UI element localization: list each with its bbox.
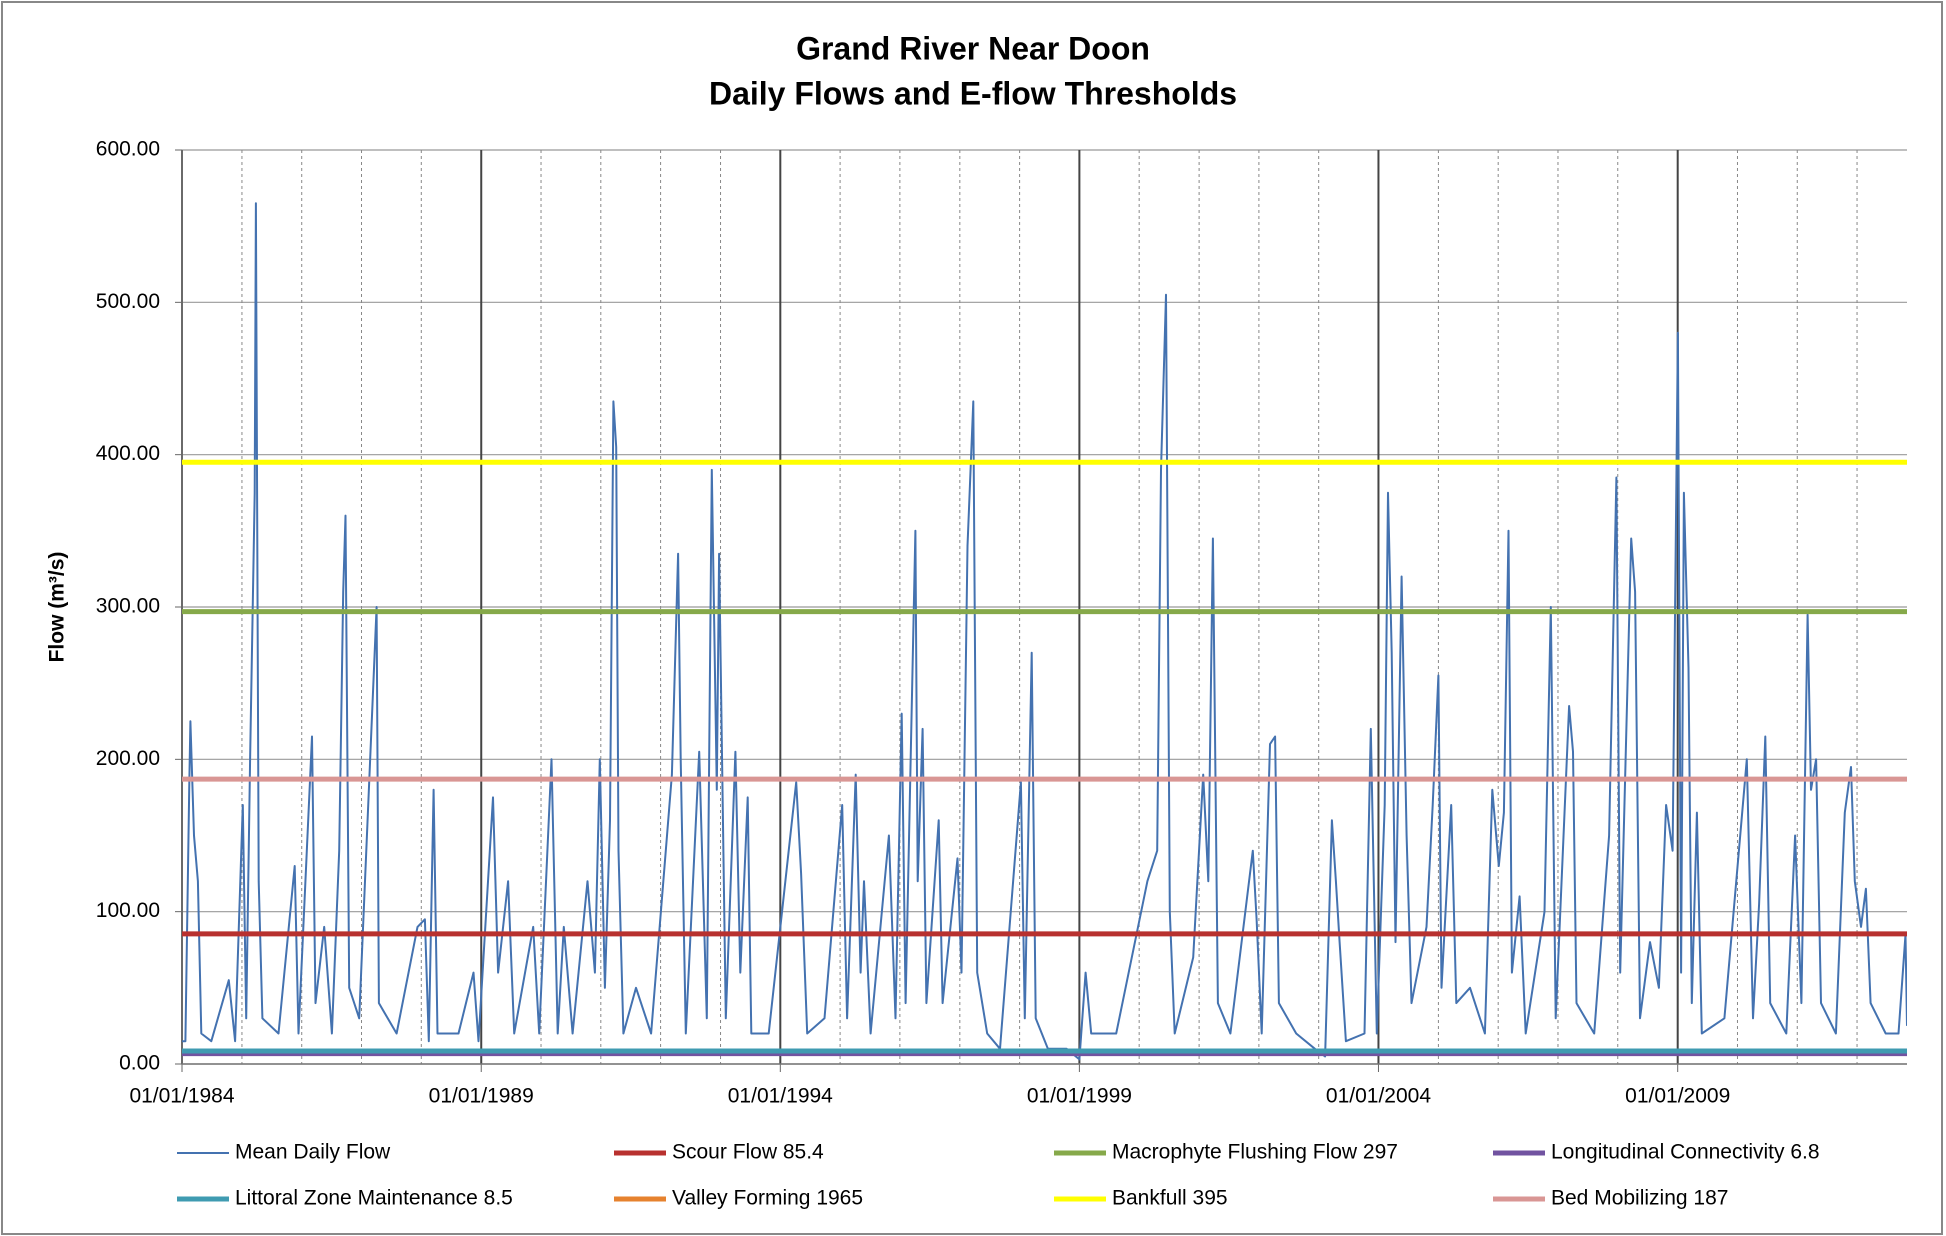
- legend-label: Bed Mobilizing 187: [1551, 1187, 1728, 1210]
- x-tick-label: 01/01/1984: [129, 1085, 234, 1108]
- legend-label: Mean Daily Flow: [235, 1141, 391, 1164]
- legend-label: Bankfull 395: [1112, 1187, 1228, 1210]
- x-tick-label: 01/01/2004: [1326, 1085, 1431, 1108]
- chart-title: Grand River Near Doon: [796, 30, 1150, 66]
- plot-area: [182, 202, 1907, 1061]
- legend-label: Littoral Zone Maintenance 8.5: [235, 1187, 513, 1210]
- y-tick-label: 0.00: [119, 1052, 160, 1075]
- x-tick-label: 01/01/1994: [728, 1085, 833, 1108]
- legend-label: Scour Flow 85.4: [672, 1141, 824, 1164]
- y-tick-label: 500.00: [96, 290, 160, 313]
- y-tick-label: 600.00: [96, 138, 160, 161]
- y-tick-label: 400.00: [96, 442, 160, 465]
- flow-line: [182, 202, 1907, 1061]
- x-tick-label: 01/01/1999: [1027, 1085, 1132, 1108]
- chart-subtitle: Daily Flows and E-flow Thresholds: [709, 75, 1237, 111]
- y-tick-label: 200.00: [96, 747, 160, 770]
- y-tick-label: 100.00: [96, 899, 160, 922]
- legend-label: Macrophyte Flushing Flow 297: [1112, 1141, 1398, 1164]
- x-tick-label: 01/01/1989: [429, 1085, 534, 1108]
- x-tick-label: 01/01/2009: [1625, 1085, 1730, 1108]
- legend-label: Valley Forming 1965: [672, 1187, 863, 1210]
- y-tick-label: 300.00: [96, 595, 160, 618]
- legend-label: Longitudinal Connectivity 6.8: [1551, 1141, 1820, 1164]
- y-axis-title: Flow (m³/s): [46, 552, 69, 663]
